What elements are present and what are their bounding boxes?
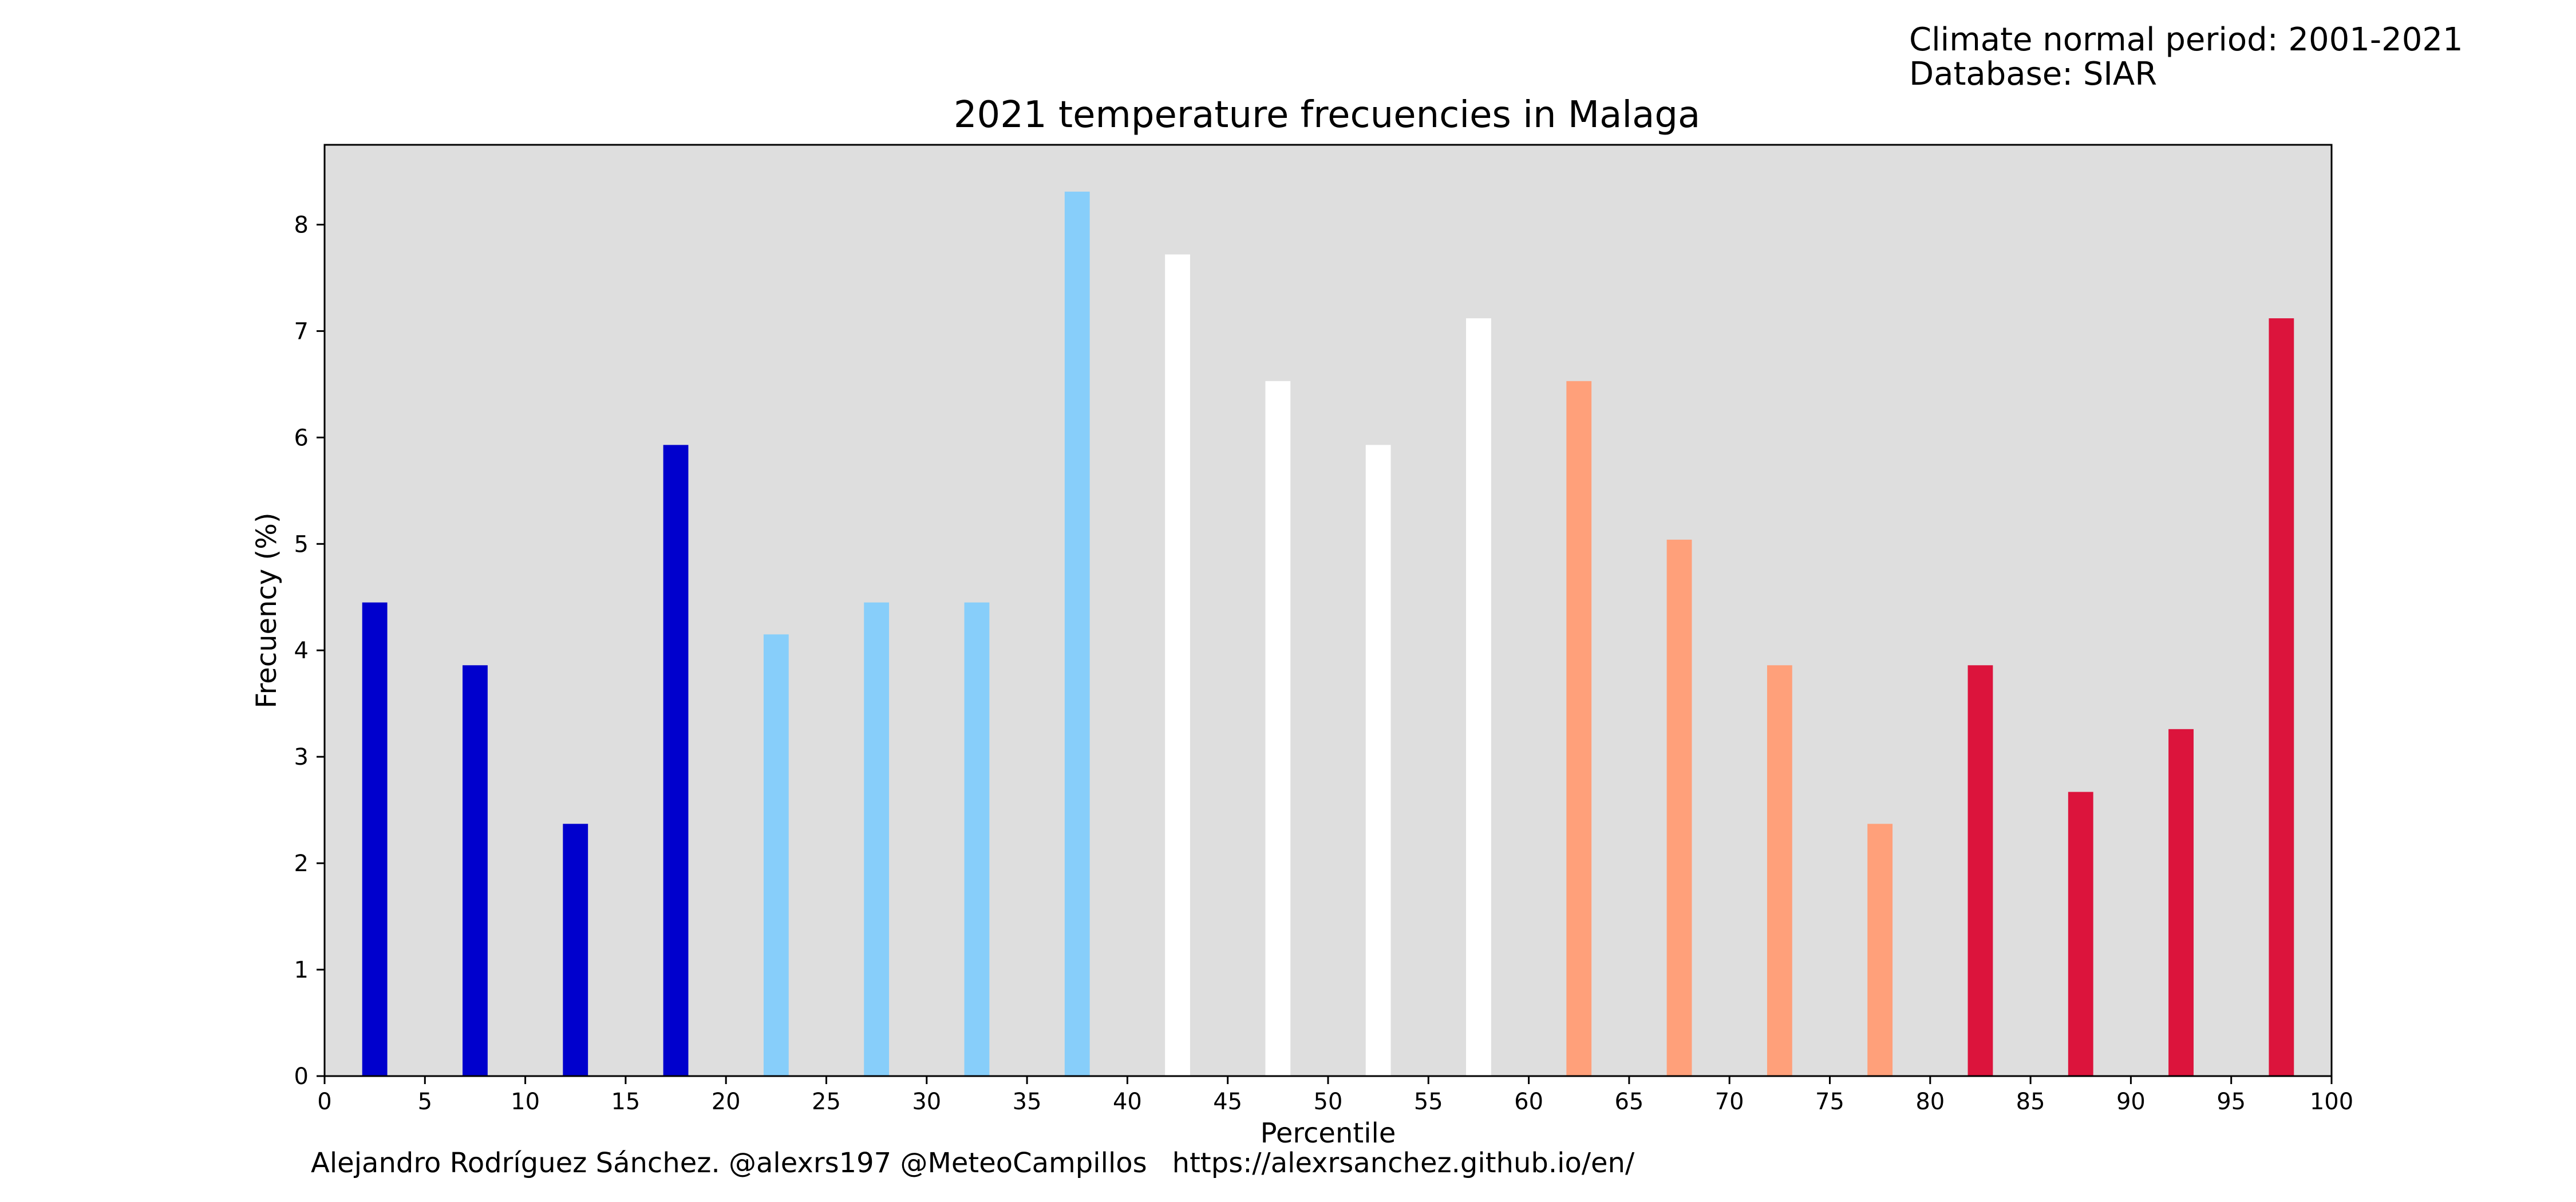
- author-credit: Alejandro Rodríguez Sánchez. @alexrs197 …: [311, 1147, 1634, 1179]
- x-axis-ticks: 0 5 10 15 20 25 30 35 40 45 50 55 60 65 70 75 80 85 90 95 10…: [317, 1076, 2353, 1115]
- x-axis-label: Percentile: [1261, 1117, 1396, 1149]
- x-tick-label: 95: [2217, 1089, 2246, 1115]
- y-tick-label: 0: [294, 1063, 309, 1090]
- bar-percentile-97.5: [2269, 318, 2294, 1076]
- y-tick-label: 2: [294, 851, 309, 877]
- x-tick-label: 15: [611, 1089, 640, 1115]
- bar-percentile-27.5: [864, 602, 890, 1076]
- x-tick-label: 45: [1213, 1089, 1242, 1115]
- y-tick-label: 4: [294, 638, 309, 664]
- y-tick-label: 7: [294, 318, 309, 345]
- chart-title: 2021 temperature frecuencies in Malaga: [954, 94, 1700, 136]
- y-tick-label: 3: [294, 744, 309, 770]
- bar-percentile-7.5: [463, 665, 488, 1076]
- chart-metadata: Climate normal period: 2001-2021 Databas…: [1909, 23, 2463, 92]
- x-tick-label: 55: [1414, 1089, 1443, 1115]
- x-tick-label: 50: [1314, 1089, 1343, 1115]
- bar-percentile-22.5: [763, 634, 789, 1076]
- database-text: Database: SIAR: [1909, 56, 2158, 93]
- plot-area: [325, 145, 2332, 1076]
- bar-percentile-42.5: [1165, 254, 1190, 1077]
- x-tick-label: 20: [712, 1089, 741, 1115]
- x-tick-label: 40: [1113, 1089, 1142, 1115]
- bar-percentile-77.5: [1867, 824, 1893, 1076]
- bar-percentile-32.5: [964, 602, 990, 1076]
- x-tick-label: 10: [511, 1089, 540, 1115]
- x-tick-label: 85: [2016, 1089, 2045, 1115]
- x-tick-label: 30: [912, 1089, 941, 1115]
- bar-percentile-72.5: [1767, 665, 1792, 1076]
- bar-percentile-37.5: [1064, 191, 1090, 1077]
- bar-percentile-12.5: [563, 824, 588, 1076]
- bar-percentile-2.5: [362, 602, 388, 1076]
- bars-group: [362, 191, 2294, 1077]
- y-tick-label: 5: [294, 531, 309, 557]
- bar-percentile-52.5: [1365, 445, 1391, 1076]
- bar-percentile-87.5: [2068, 792, 2093, 1076]
- climate-period-text: Climate normal period: 2001-2021: [1909, 21, 2463, 58]
- x-tick-label: 0: [317, 1089, 331, 1115]
- y-tick-label: 8: [294, 212, 309, 238]
- bar-percentile-47.5: [1265, 381, 1291, 1076]
- x-tick-label: 75: [1815, 1089, 1844, 1115]
- bar-percentile-62.5: [1566, 381, 1592, 1076]
- x-tick-label: 90: [2116, 1089, 2146, 1115]
- x-tick-label: 25: [812, 1089, 841, 1115]
- x-tick-label: 80: [1915, 1089, 1945, 1115]
- y-axis-ticks: 0 1 2 3 4 5 6 7 8: [294, 212, 325, 1090]
- bar-percentile-67.5: [1666, 539, 1692, 1076]
- author-text: Alejandro Rodríguez Sánchez. @alexrs197 …: [311, 1147, 1147, 1179]
- x-tick-label: 100: [2310, 1089, 2353, 1115]
- x-tick-label: 65: [1614, 1089, 1643, 1115]
- x-tick-label: 70: [1715, 1089, 1744, 1115]
- y-axis-label: Frecuency (%): [251, 512, 283, 708]
- y-tick-label: 6: [294, 425, 309, 451]
- bar-percentile-92.5: [2168, 729, 2194, 1076]
- x-tick-label: 35: [1013, 1089, 1042, 1115]
- y-tick-label: 1: [294, 957, 309, 983]
- bar-percentile-82.5: [1967, 665, 1993, 1076]
- x-tick-label: 5: [418, 1089, 432, 1115]
- bar-percentile-17.5: [663, 445, 689, 1076]
- x-tick-label: 60: [1514, 1089, 1543, 1115]
- author-url-text: https://alexrsanchez.github.io/en/: [1172, 1147, 1635, 1179]
- bar-percentile-57.5: [1466, 318, 1491, 1076]
